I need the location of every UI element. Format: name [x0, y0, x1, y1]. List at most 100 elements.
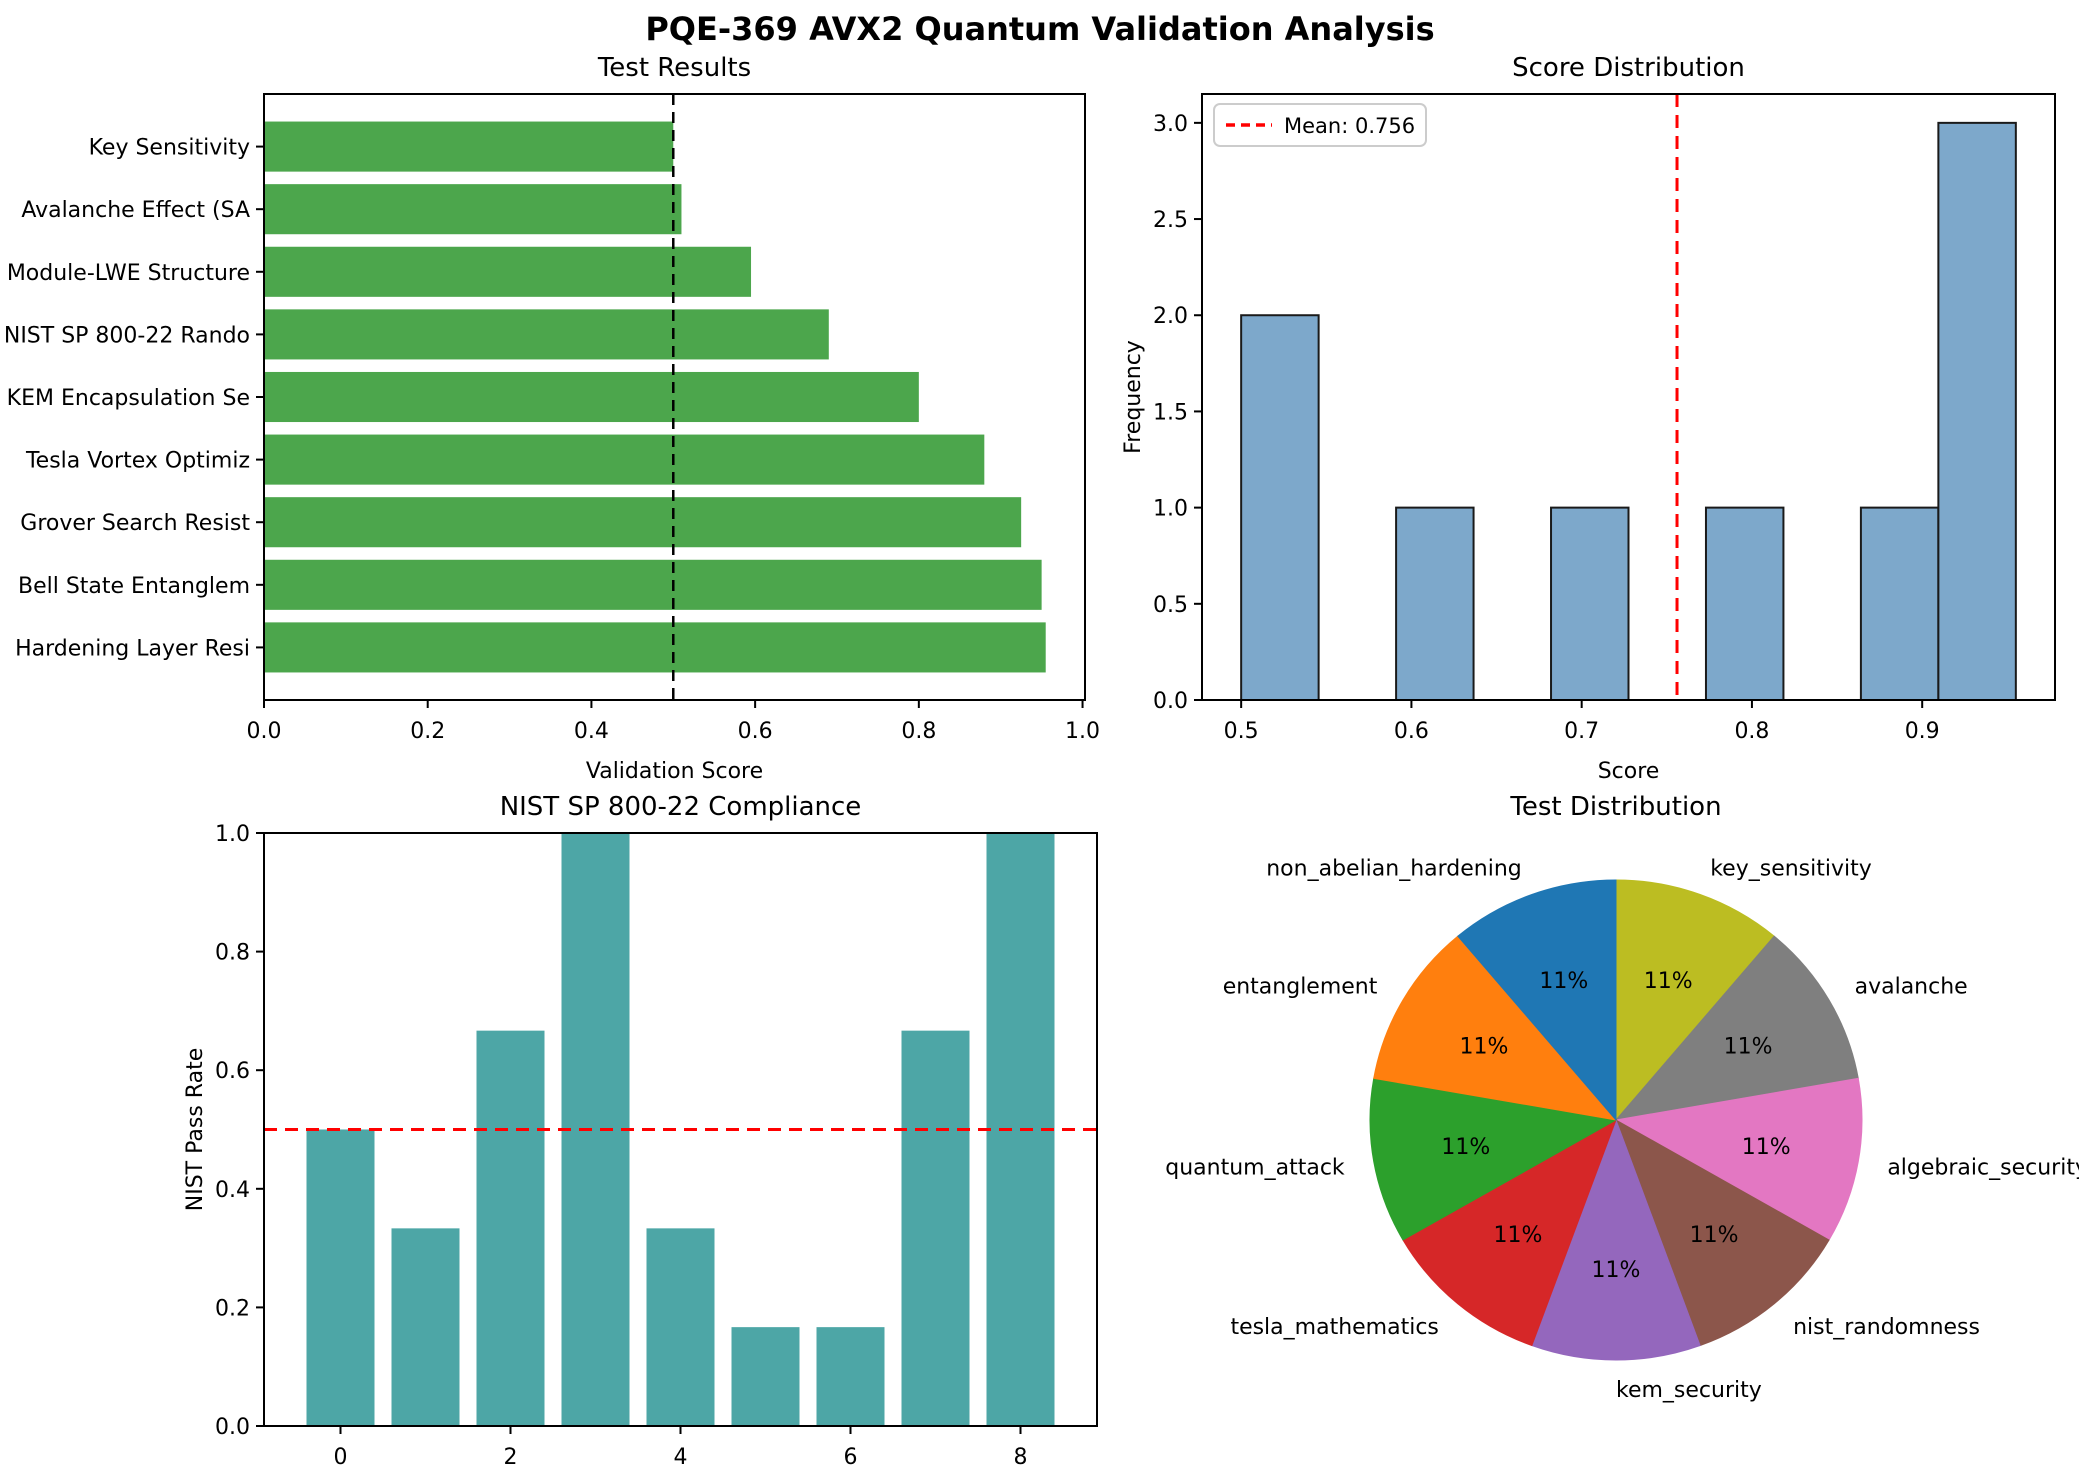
category-label: Key Sensitivity: [89, 136, 250, 161]
category-label: Avalanche Effect (SA: [21, 198, 250, 223]
bar-test-1: [391, 1228, 460, 1426]
histogram-bin: [1395, 506, 1475, 701]
legend-label: Mean: 0.756: [1284, 114, 1415, 138]
x-tick-label: 0.6: [738, 719, 773, 744]
pie-slice-avalanche: [1614, 935, 1859, 1121]
pie-slice-label: algebraic_security: [1887, 1156, 2079, 1181]
pie-slice-non_abelian_hardening: [1457, 879, 1617, 1122]
x-axis-label: Validation Score: [586, 759, 763, 784]
pie-slice-key_sensitivity: [1615, 879, 1775, 1122]
category-label: Grover Search Resist: [20, 511, 250, 536]
pie-slice-nist_randomness: [1615, 1118, 1830, 1347]
x-tick-label: 8: [1014, 1445, 1028, 1470]
y-tick-label: 0.4: [215, 1178, 250, 1203]
x-tick-label: 0.0: [247, 719, 282, 744]
pie-slice-label: avalanche: [1855, 975, 1968, 1000]
x-tick-label: 0.2: [410, 719, 445, 744]
pie-slice-label: key_sensitivity: [1710, 856, 1872, 881]
pie-slice-label: tesla_mathematics: [1230, 1315, 1438, 1340]
category-label: Tesla Vortex Optimiz: [25, 449, 250, 474]
y-tick-label: 1.0: [1153, 497, 1188, 522]
chart-title: Test Distribution: [1509, 792, 1721, 822]
y-tick-label: 0.2: [215, 1296, 250, 1321]
pie-slice-label: entanglement: [1223, 975, 1378, 1000]
axes-frame: [263, 93, 1086, 701]
pie-pct-label: 11%: [1592, 1258, 1641, 1283]
bar-key-sensitivity: [264, 121, 674, 172]
figure-title: PQE-369 AVX2 Quantum Validation Analysis: [645, 10, 1434, 48]
pie-slice-label: non_abelian_hardening: [1266, 856, 1522, 881]
axes-frame: [1201, 93, 2056, 701]
histogram-bin: [1859, 506, 1940, 701]
category-label: Bell State Entanglem: [18, 574, 250, 599]
y-axis-label: NIST Pass Rate: [183, 1048, 208, 1211]
x-tick-label: 0.9: [1905, 719, 1940, 744]
bar-kem-encapsulation-se: [264, 371, 919, 423]
legend: Mean: 0.756: [1213, 103, 1427, 147]
bar-test-6: [816, 1327, 885, 1426]
y-tick-label: 1.5: [1153, 400, 1188, 425]
legend-box: [1213, 103, 1427, 147]
chart-nist-compliance: 0 2 4 6 8 0.0 0.2 0.4 0.6 0.8 1.0 NIST Pass Rate NIS…: [183, 792, 1098, 1470]
x-tick-label: 0: [334, 1445, 348, 1470]
x-tick-label: 0.5: [1224, 719, 1259, 744]
y-tick-label: 1.0: [215, 822, 250, 847]
pie-slice-tesla_mathematics: [1402, 1118, 1617, 1347]
pie-pct-label: 11%: [1724, 1035, 1773, 1060]
histogram-bin: [1704, 506, 1785, 701]
x-tick-label: 0.7: [1564, 719, 1599, 744]
bar-bell-state-entanglem: [264, 559, 1042, 610]
pie-slice-label: quantum_attack: [1165, 1156, 1345, 1181]
pie-slice-entanglement: [1373, 935, 1618, 1121]
y-tick-label: 0.0: [1153, 689, 1188, 714]
bar-tesla-vortex-optimiz: [264, 434, 985, 485]
y-tick-label: 0.6: [215, 1059, 250, 1084]
chart-title: Score Distribution: [1512, 53, 1745, 83]
y-tick-label: 2.5: [1153, 208, 1188, 233]
pie-slice-quantum_attack: [1369, 1077, 1618, 1241]
pie-pct-label: 11%: [1644, 969, 1693, 994]
y-tick-label: 0.8: [215, 941, 250, 966]
bar-hardening-layer-resi: [264, 622, 1046, 673]
chart-title: Test Results: [597, 53, 751, 83]
histogram-bin: [1550, 506, 1630, 701]
y-tick-label: 0.0: [215, 1415, 250, 1440]
x-tick-label: 1.0: [1065, 719, 1100, 744]
bar-test-7: [901, 1030, 970, 1426]
bar-module-lwe-structure: [264, 246, 752, 297]
x-tick-label: 4: [674, 1445, 688, 1470]
chart-title: NIST SP 800-22 Compliance: [500, 792, 862, 822]
bar-avalanche-effect-sa: [264, 184, 682, 235]
x-tick-label: 0.6: [1394, 719, 1429, 744]
pie-slice-label: kem_security: [1616, 1378, 1762, 1403]
bar-test-2: [476, 1030, 545, 1426]
x-tick-label: 2: [504, 1445, 518, 1470]
bar-test-0: [306, 1129, 375, 1426]
chart-test-distribution-pie: Test Distribution 11% key_sensitivity 11% av…: [1165, 792, 2079, 1403]
bar-test-3: [561, 833, 630, 1426]
x-tick-label: 6: [844, 1445, 858, 1470]
pie-slice-algebraic_security: [1614, 1077, 1863, 1241]
y-tick-label: 3.0: [1153, 112, 1188, 137]
histogram-bin: [1937, 121, 2017, 702]
chart-score-distribution: 0.5 0.6 0.7 0.8 0.9 0.0 0.5 1.0 1.5 2.0 2.5 3.0 Scor…: [1121, 53, 2056, 784]
x-tick-label: 0.4: [574, 719, 609, 744]
y-axis-label: Frequency: [1121, 340, 1146, 454]
histogram-bin: [1240, 314, 1320, 701]
pie-slice-kem_security: [1531, 1118, 1701, 1361]
x-axis-label: Score: [1598, 759, 1660, 784]
category-label: Module-LWE Structure: [7, 261, 250, 286]
bar-test-5: [731, 1327, 800, 1426]
category-label: NIST SP 800-22 Rando: [4, 323, 250, 348]
pie-pct-label: 11%: [1742, 1135, 1791, 1160]
pie-pct-label: 11%: [1494, 1223, 1543, 1248]
y-tick-label: 0.5: [1153, 593, 1188, 618]
pie-pct-label: 11%: [1539, 969, 1588, 994]
x-tick-label: 0.8: [1734, 719, 1769, 744]
y-tick-label: 2.0: [1153, 304, 1188, 329]
pie-pct-label: 11%: [1459, 1035, 1508, 1060]
pie-pct-label: 11%: [1690, 1223, 1739, 1248]
pie-slice-label: nist_randomness: [1793, 1315, 1980, 1340]
